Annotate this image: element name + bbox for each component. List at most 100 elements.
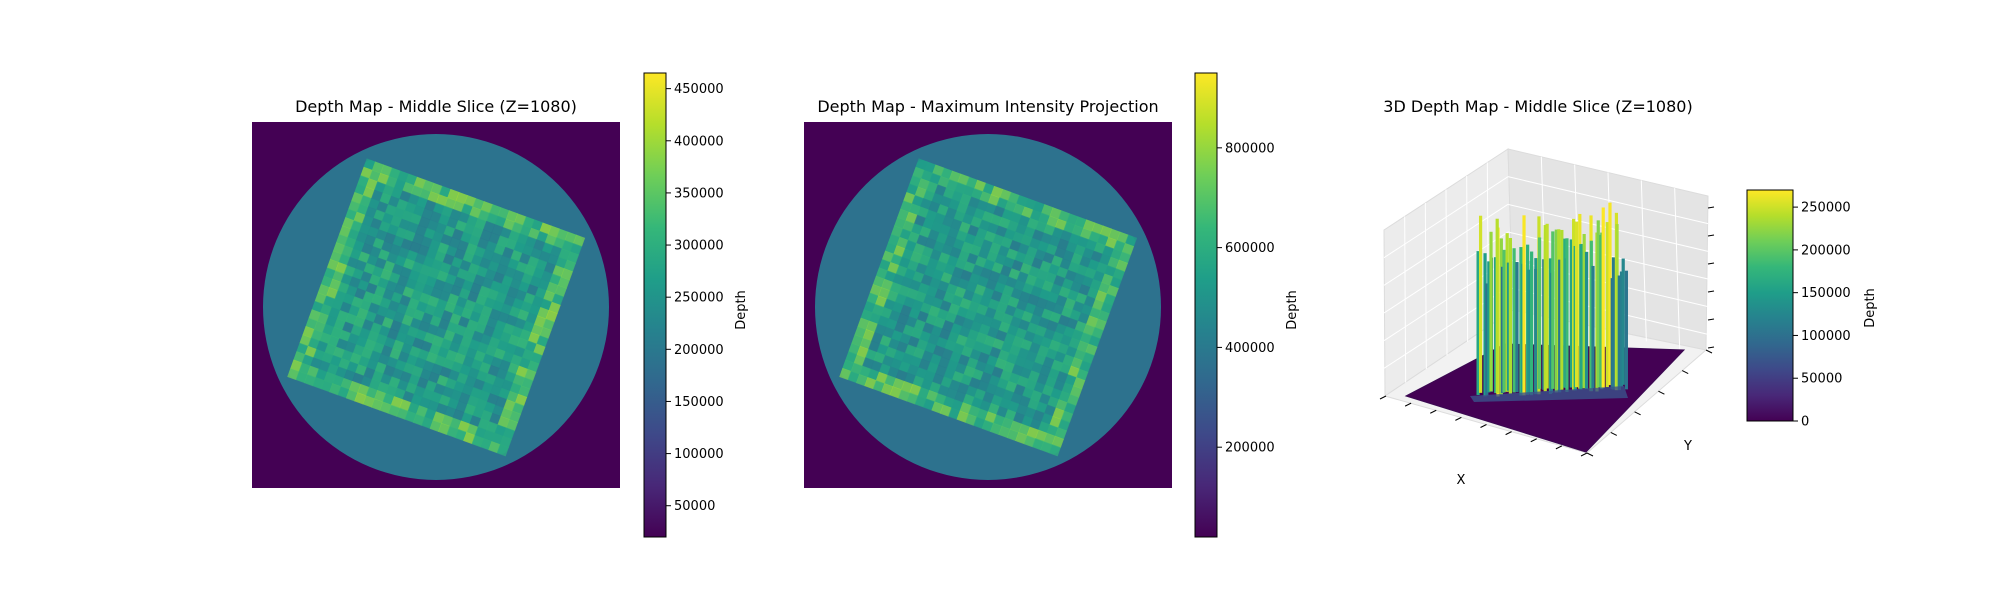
texture-cell [377, 249, 391, 262]
texture-cell [441, 386, 455, 399]
texture-cell [435, 298, 448, 311]
texture-cell [922, 217, 935, 231]
texture-cell [888, 310, 901, 323]
texture-cell [1059, 362, 1072, 375]
panel2-heatmap [804, 122, 1172, 488]
texture-cell [379, 192, 392, 205]
texture-cell [544, 233, 557, 247]
texture-cell [370, 322, 383, 335]
texture-cell [1105, 236, 1118, 250]
texture-cell [432, 202, 445, 215]
texture-cell [987, 402, 1000, 416]
texture-cell [959, 297, 972, 311]
texture-cell [1071, 224, 1084, 237]
texture-cell [463, 299, 477, 312]
texture-cell [410, 393, 423, 407]
texture-cell [1081, 275, 1094, 288]
texture-cell [328, 306, 341, 320]
texture-cell [501, 275, 514, 288]
texture-cell [932, 240, 946, 253]
colorbar-tick-label: 100000 [1801, 329, 1851, 344]
texture-cell [909, 175, 922, 188]
texture-cell [912, 271, 925, 284]
texture-cell [915, 262, 928, 275]
texture-cell [1016, 195, 1029, 208]
texture-cell [911, 299, 924, 312]
texture-cell [530, 247, 543, 260]
texture-cell [1064, 374, 1077, 387]
texture-cell [916, 234, 929, 247]
texture-cell [389, 348, 402, 361]
texture-cell [432, 411, 445, 424]
grid-line [1674, 188, 1681, 350]
texture-cell [403, 334, 416, 347]
texture-cell [924, 342, 937, 355]
texture-cell [429, 211, 442, 224]
texture-cell [930, 220, 943, 234]
texture-cell [452, 200, 465, 213]
texture-cell [357, 175, 370, 188]
texture-cell [412, 204, 426, 218]
texture-cell [1026, 426, 1039, 439]
texture-cell [457, 344, 470, 357]
texture-cell [299, 334, 312, 347]
texture-cell [915, 158, 928, 171]
texture-cell [885, 318, 898, 331]
texture-cell [463, 403, 477, 416]
x-axis-tick [1455, 416, 1462, 421]
texture-cell [1121, 243, 1135, 256]
texture-cell [973, 207, 986, 221]
texture-cell [1028, 265, 1041, 279]
texture-cell [1019, 395, 1032, 408]
texture-cell [1095, 290, 1108, 303]
texture-cell [1028, 370, 1041, 383]
texture-cell [888, 233, 901, 247]
texture-cell [1014, 251, 1027, 264]
texture-cell [1094, 318, 1107, 331]
texture-cell [996, 197, 1009, 210]
texture-cell [953, 210, 966, 223]
texture-cell [322, 323, 335, 336]
texture-cell [1057, 342, 1070, 356]
texture-cell [429, 419, 442, 432]
texture-cell [537, 307, 550, 320]
texture-cell [868, 312, 882, 325]
texture-cell [1046, 424, 1059, 437]
texture-cell [343, 369, 356, 382]
texture-cell [419, 292, 432, 305]
texture-cell [1044, 376, 1058, 389]
texture-cell [971, 292, 984, 305]
texture-cell [403, 258, 416, 271]
texture-cell [947, 226, 960, 240]
texture-cell [326, 287, 339, 300]
texture-cell [942, 187, 956, 200]
texture-cell [497, 207, 510, 220]
texture-cell [980, 371, 993, 384]
x-axis-tick [1404, 402, 1412, 407]
texture-cell [356, 307, 369, 320]
texture-cell [383, 364, 396, 378]
texture-cell [496, 444, 509, 457]
texture-cell [1006, 352, 1019, 365]
texture-cell [967, 405, 981, 418]
texture-cell [323, 371, 336, 384]
texture-cell [1051, 227, 1065, 240]
texture-cell [1083, 295, 1096, 308]
panel2-colorbar-label: Depth [1285, 290, 1300, 330]
texture-cell [511, 402, 525, 415]
texture-cell [1005, 380, 1018, 394]
texture-cell [400, 342, 413, 355]
texture-cell [884, 374, 897, 387]
texture-cell [345, 389, 359, 402]
grid-line [1640, 180, 1647, 342]
texture-cell [857, 317, 870, 330]
texture-cell [923, 265, 937, 279]
texture-cell [919, 226, 932, 239]
texture-cell [342, 293, 356, 306]
texture-cell [404, 201, 417, 215]
texture-cell [383, 260, 396, 273]
texture-cell [534, 287, 548, 300]
texture-cell [936, 308, 949, 321]
texture-cell [355, 364, 368, 377]
y-axis-tick [1681, 370, 1689, 375]
